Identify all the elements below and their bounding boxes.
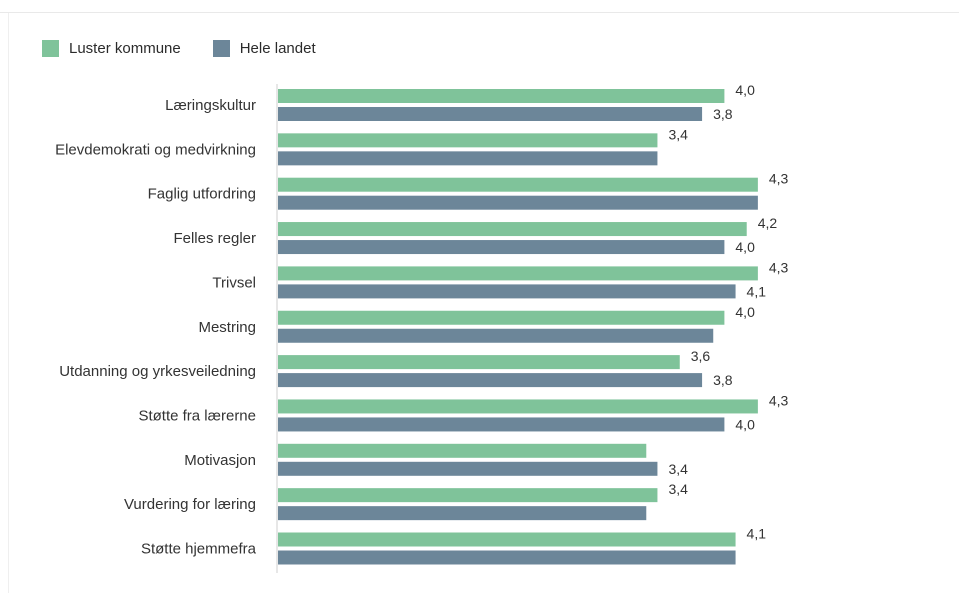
bar-landet[interactable] (278, 461, 658, 476)
data-label: 3,8 (713, 372, 733, 388)
bar-luster[interactable] (278, 133, 658, 148)
data-label: 4,0 (735, 239, 755, 255)
bar-luster[interactable] (278, 355, 680, 370)
category-label: Motivasjon (184, 452, 256, 469)
bar-luster[interactable] (278, 399, 758, 414)
bar-landet[interactable] (278, 195, 758, 210)
bar-landet[interactable] (278, 151, 658, 166)
bar-landet[interactable] (278, 550, 736, 565)
data-label: 3,8 (713, 106, 733, 122)
bar-landet[interactable] (278, 417, 725, 432)
data-label: 4,1 (747, 526, 767, 542)
bar-landet[interactable] (278, 107, 703, 121)
left-divider (8, 13, 9, 593)
legend-swatch-landet (212, 40, 230, 57)
legend-item-luster[interactable]: Luster kommune (42, 40, 181, 57)
bar-luster[interactable] (278, 532, 736, 547)
category-label: Mestring (198, 319, 256, 336)
bar-landet[interactable] (278, 373, 703, 388)
category-label: Utdanning og yrkesveiledning (59, 363, 256, 380)
category-label: Støtte fra lærerne (138, 407, 256, 424)
bar-landet[interactable] (278, 328, 714, 343)
data-label: 4,3 (769, 259, 789, 275)
data-label: 4,0 (735, 416, 755, 432)
category-label: Læringskultur (165, 97, 256, 114)
bar-luster[interactable] (278, 443, 647, 458)
category-label: Felles regler (173, 230, 256, 247)
category-label: Vurdering for læring (124, 496, 256, 513)
bar-luster[interactable] (278, 89, 725, 103)
bar-landet[interactable] (278, 284, 736, 299)
bar-landet[interactable] (278, 240, 725, 255)
data-label: 4,0 (735, 304, 755, 320)
data-label: 3,6 (691, 348, 711, 364)
chart-legend: Luster kommune Hele landet (42, 40, 316, 57)
bar-luster[interactable] (278, 266, 758, 281)
legend-item-landet[interactable]: Hele landet (212, 40, 316, 57)
data-label: 3,4 (668, 461, 688, 477)
data-label: 4,2 (758, 215, 778, 231)
bar-luster[interactable] (278, 177, 758, 192)
legend-label-luster: Luster kommune (69, 40, 181, 57)
data-label: 3,4 (668, 126, 688, 142)
category-label: Elevdemokrati og medvirkning (55, 141, 256, 158)
top-divider (0, 12, 959, 13)
bar-luster[interactable] (278, 310, 725, 325)
legend-swatch-luster (42, 40, 59, 57)
data-label: 3,4 (668, 481, 688, 497)
bar-luster[interactable] (278, 222, 747, 237)
legend-label-landet: Hele landet (239, 40, 316, 57)
data-label: 4,1 (747, 283, 767, 299)
category-label: Trivsel (212, 274, 256, 291)
category-label: Støtte hjemmefra (141, 541, 257, 558)
bar-luster[interactable] (278, 488, 658, 503)
data-label: 4,3 (769, 392, 789, 408)
category-label: Faglig utfordring (148, 186, 256, 203)
data-label: 4,3 (769, 171, 789, 187)
bar-landet[interactable] (278, 506, 647, 521)
data-label: 4,0 (735, 82, 755, 98)
